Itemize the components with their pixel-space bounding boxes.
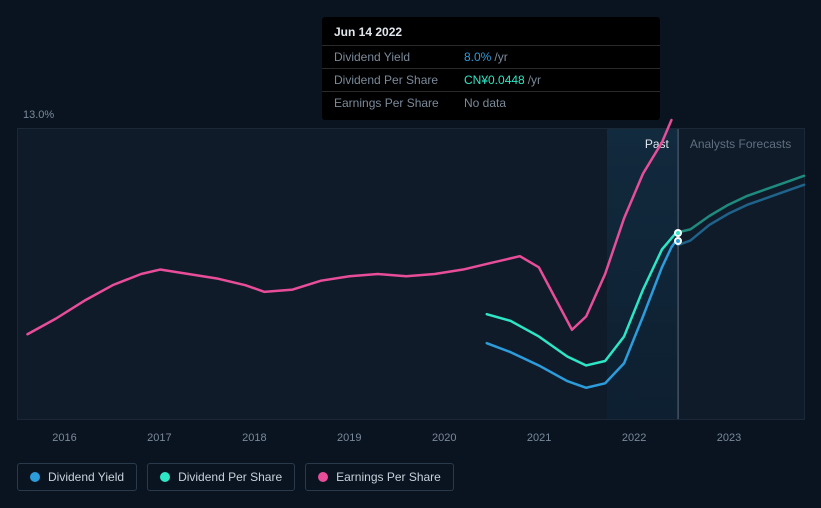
tooltip-value: CN¥0.0448: [464, 73, 525, 87]
legend-label: Dividend Per Share: [178, 470, 282, 484]
line-dividend_per_share: [487, 233, 676, 366]
cursor-dot-dividend_yield: [674, 237, 682, 245]
tooltip-value: No data: [464, 96, 506, 110]
legend-swatch: [318, 472, 328, 482]
legend: Dividend Yield Dividend Per Share Earnings…: [17, 463, 454, 491]
x-tick: 2021: [527, 432, 551, 444]
tooltip-key: Earnings Per Share: [334, 96, 464, 110]
x-tick: 2020: [432, 432, 456, 444]
tooltip-key: Dividend Per Share: [334, 73, 464, 87]
x-tick: 2018: [242, 432, 266, 444]
x-tick: 2022: [622, 432, 646, 444]
plot-area[interactable]: Past Analysts Forecasts: [17, 128, 805, 420]
x-axis: 2016 2017 2018 2019 2020 2021 2022 2023: [17, 432, 805, 452]
tooltip: Jun 14 2022 Dividend Yield8.0%/yrDividen…: [322, 17, 660, 120]
legend-swatch: [160, 472, 170, 482]
cursor-dot-dividend_per_share: [674, 229, 682, 237]
legend-item-dividend-yield[interactable]: Dividend Yield: [17, 463, 137, 491]
tooltip-row: Earnings Per ShareNo data: [322, 91, 660, 114]
x-tick: 2019: [337, 432, 361, 444]
x-tick: 2017: [147, 432, 171, 444]
tooltip-key: Dividend Yield: [334, 50, 464, 64]
tooltip-value: 8.0%: [464, 50, 491, 64]
legend-swatch: [30, 472, 40, 482]
legend-label: Earnings Per Share: [336, 470, 441, 484]
line-earnings_per_share: [27, 120, 671, 334]
x-tick: 2023: [717, 432, 741, 444]
dividend-chart: 13.0% 0% Past Analysts Forecasts 2016201…: [0, 0, 821, 508]
tooltip-row: Dividend Yield8.0%/yr: [322, 45, 660, 68]
chart-lines: [18, 129, 804, 419]
x-tick: 2016: [52, 432, 76, 444]
tooltip-row: Dividend Per ShareCN¥0.0448/yr: [322, 68, 660, 91]
line-dividend_yield: [487, 241, 676, 388]
tooltip-unit: /yr: [494, 50, 507, 64]
tooltip-title: Jun 14 2022: [322, 23, 660, 45]
legend-item-dividend-per-share[interactable]: Dividend Per Share: [147, 463, 295, 491]
y-tick-max: 13.0%: [23, 109, 54, 121]
tooltip-unit: /yr: [528, 73, 541, 87]
line-dividend_per_share: [676, 176, 804, 233]
tooltip-rows: Dividend Yield8.0%/yrDividend Per ShareC…: [322, 45, 660, 114]
legend-label: Dividend Yield: [48, 470, 124, 484]
line-dividend_yield: [676, 185, 804, 245]
legend-item-earnings-per-share[interactable]: Earnings Per Share: [305, 463, 454, 491]
